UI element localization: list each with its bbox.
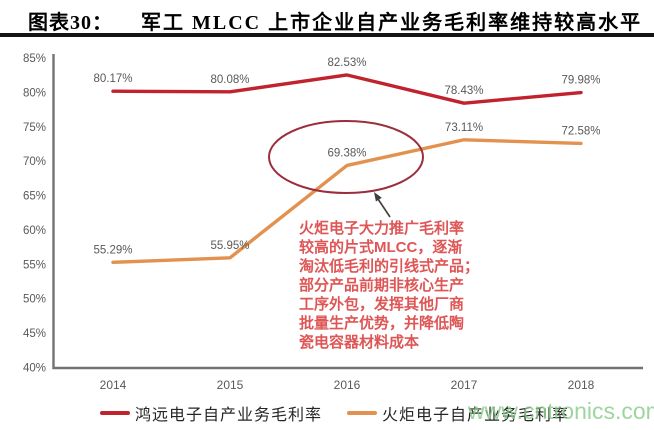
series-line-0 [111, 73, 583, 105]
y-tick-label: 65% [23, 191, 46, 203]
axis-lines [52, 54, 643, 370]
data-label: 79.98% [561, 75, 600, 87]
x-tick-label: 2017 [451, 378, 478, 392]
data-label: 55.95% [210, 240, 249, 252]
legend-label-hongyuan: 鸿远电子自产业务毛利率 [135, 407, 323, 424]
data-label: 82.53% [327, 57, 366, 69]
watermark: www.cntronics.com [468, 398, 654, 424]
chart-svg: 85% 80% 75% 70% 65% 60% 55% 50% 45% 40% 2014 2015 20… [23, 53, 643, 392]
y-tick-label: 80% [23, 87, 46, 99]
data-label: 69.38% [327, 147, 366, 159]
header-divider [0, 33, 654, 37]
legend-swatch-huoju [347, 411, 377, 415]
legend-swatch-hongyuan [100, 411, 130, 415]
annotation-text: 火炬电子大力推广毛利率 较高的片式MLCC，逐渐 淘汰低毛利的引线式产品； 部分… [299, 220, 480, 351]
y-tick-label: 85% [23, 53, 46, 65]
highlight-ellipse [268, 120, 424, 194]
figure-number-label: 图表30： [28, 12, 113, 34]
y-tick-label: 50% [23, 294, 46, 306]
y-tick-label: 60% [23, 225, 46, 237]
y-tick-label: 70% [23, 156, 46, 168]
y-tick-label: 55% [23, 259, 46, 271]
data-label: 55.29% [93, 244, 132, 256]
data-label: 80.17% [93, 73, 132, 85]
data-label: 73.11% [445, 122, 483, 134]
x-tick-label: 2018 [568, 378, 595, 392]
legend-label-huoju: 火炬电子自产业务毛利率 [382, 407, 570, 424]
data-label: 78.43% [444, 85, 483, 97]
y-tick-label: 75% [23, 122, 46, 134]
legend-item-huoju: 火炬电子自产业务毛利率 [347, 403, 570, 424]
y-tick-label: 45% [23, 328, 46, 340]
x-tick-label: 2016 [334, 378, 361, 392]
annotation-arrow [377, 198, 391, 218]
figure-title: 军工 MLCC 上市企业自产业务毛利率维持较高水平 [141, 12, 643, 34]
legend-item-hongyuan: 鸿远电子自产业务毛利率 [100, 403, 323, 424]
series-line-1 [111, 138, 583, 265]
annotation-arrowhead [374, 192, 382, 202]
y-tick-label: 40% [23, 363, 46, 375]
x-tick-label: 2014 [100, 378, 127, 392]
data-label: 72.58% [561, 125, 600, 137]
data-label: 80.08% [210, 74, 249, 86]
x-tick-label: 2015 [217, 378, 244, 392]
